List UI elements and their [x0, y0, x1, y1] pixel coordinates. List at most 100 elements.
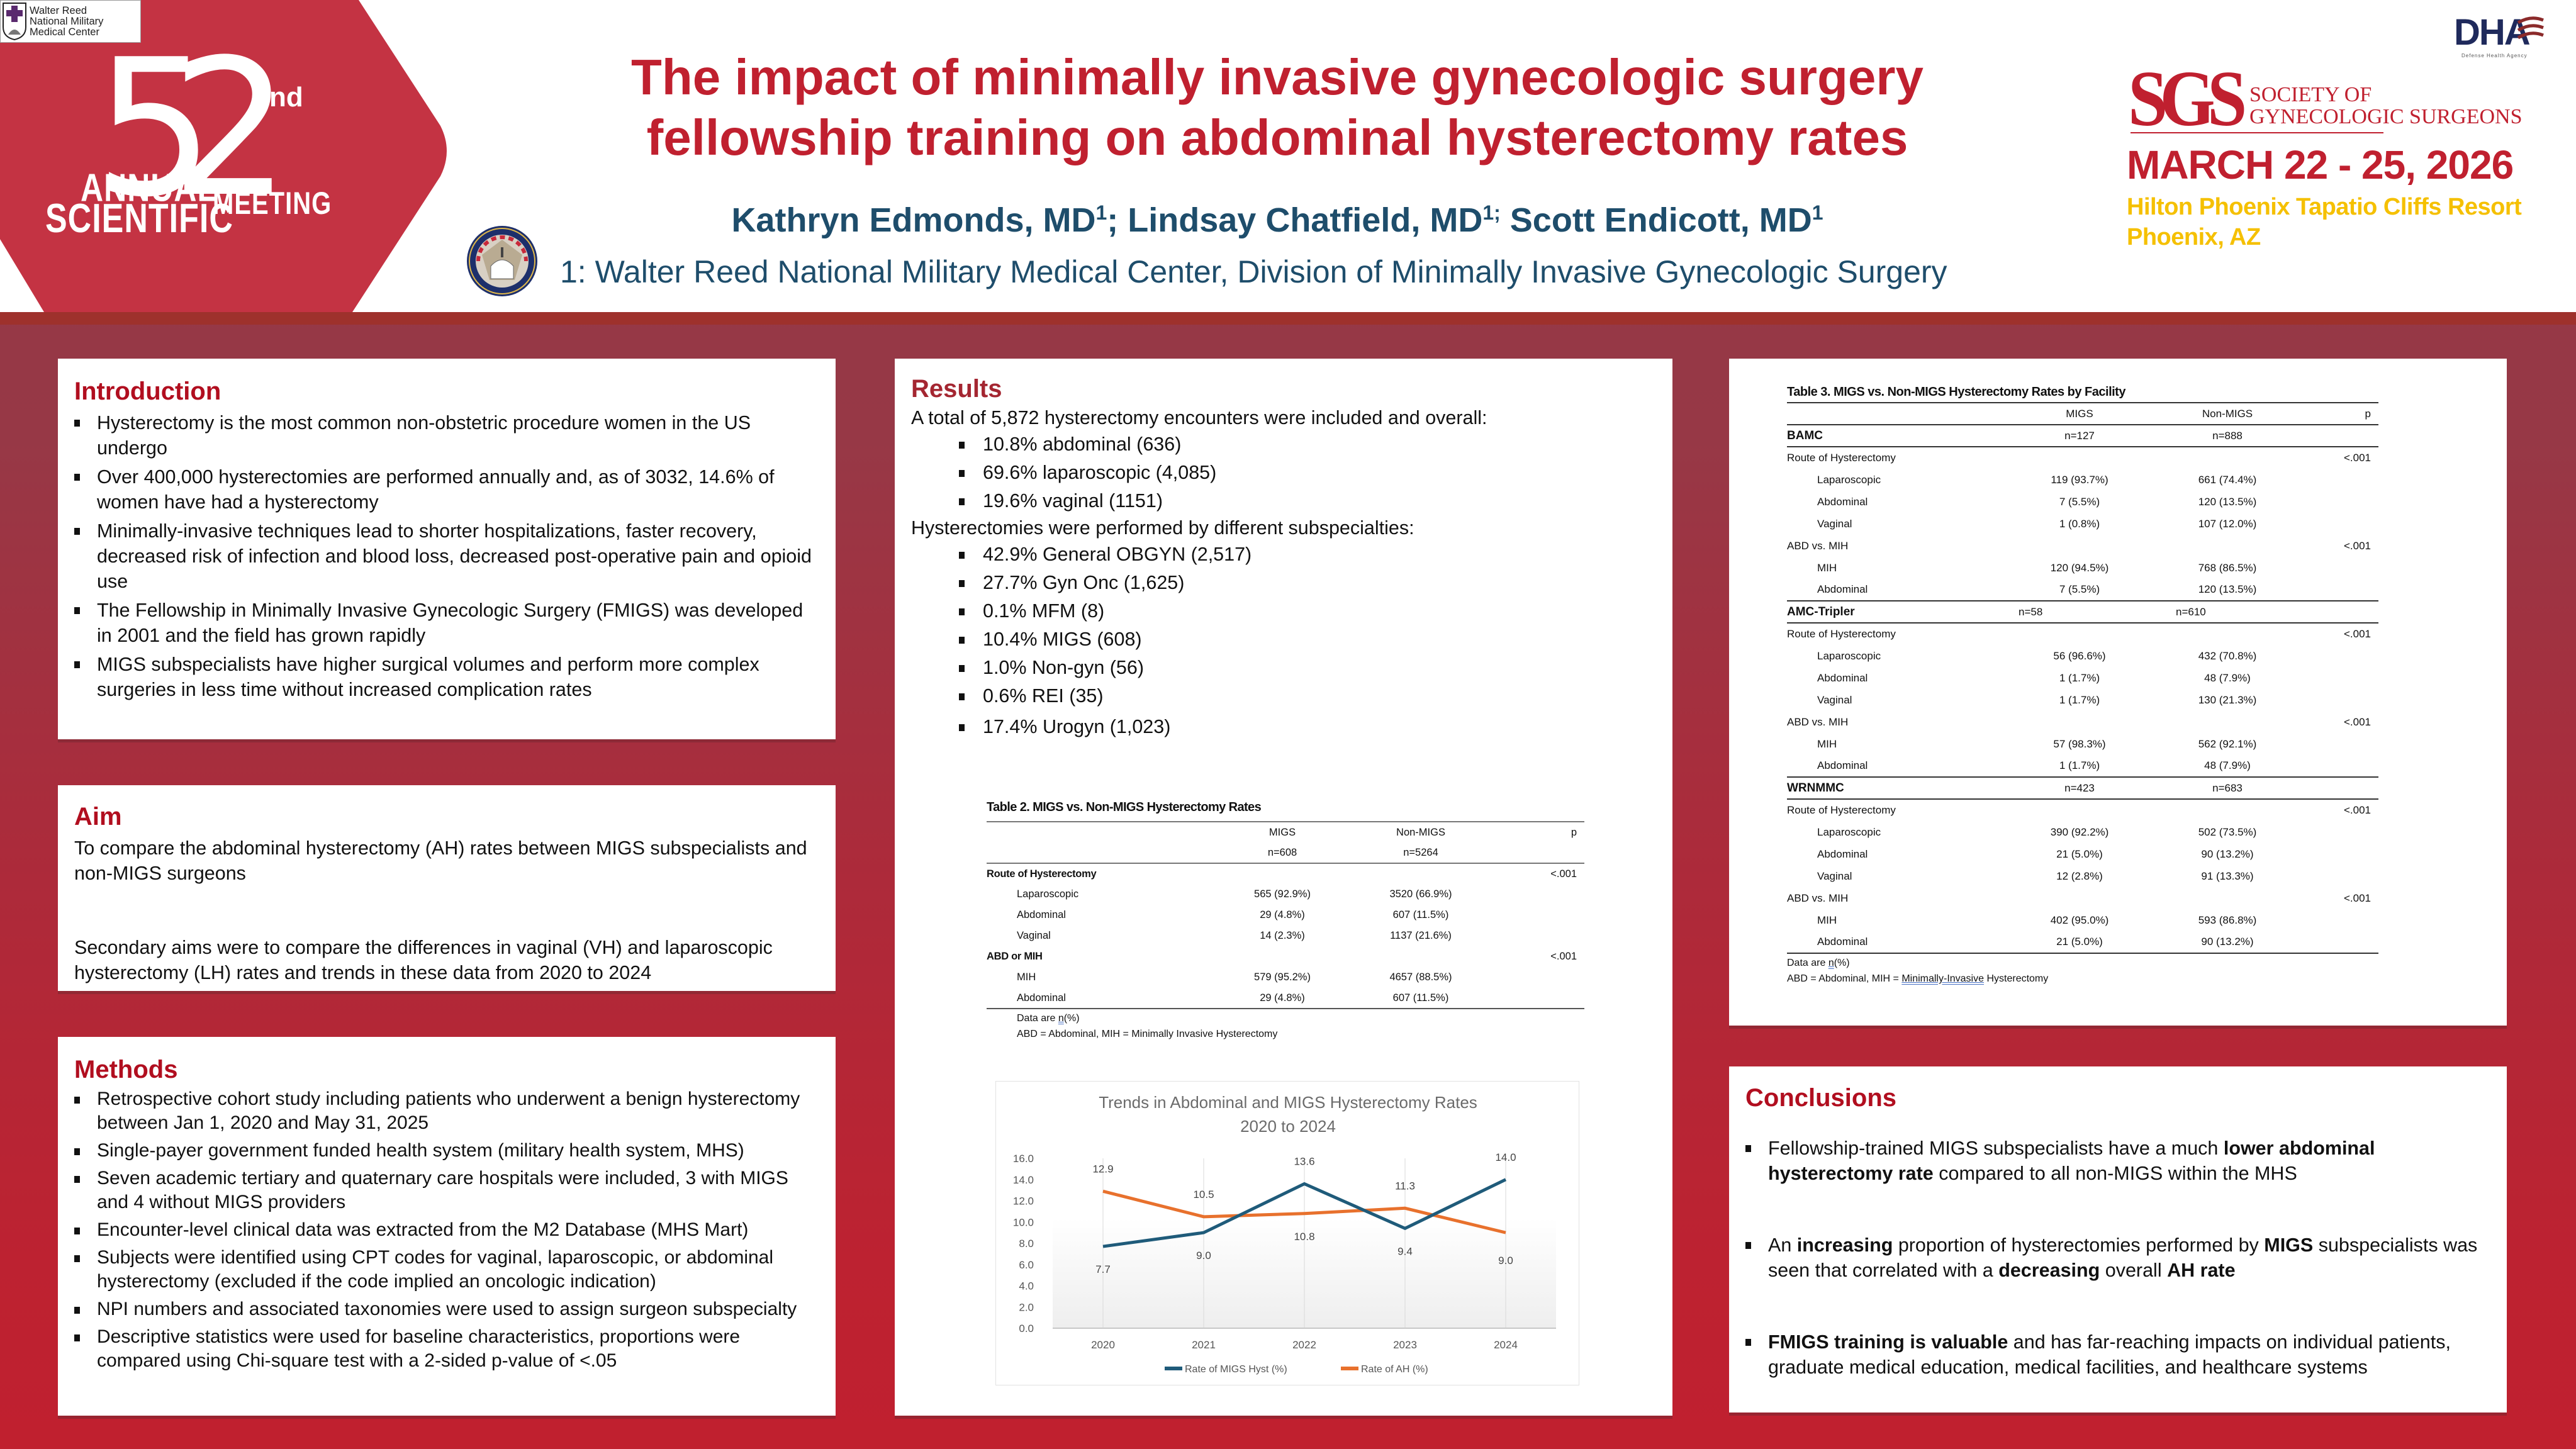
migs-value — [2001, 447, 2158, 469]
migs-value: 7 (5.5%) — [2059, 583, 2100, 595]
list-item: 19.6% vaginal (1151) — [959, 487, 1656, 515]
facility-header-row: AMC-Tripler n=58 n=610 — [1787, 601, 2378, 623]
non-migs-value: 48 (7.9%) — [2204, 759, 2251, 771]
p-value — [2297, 777, 2378, 799]
list-item: Single-payer government funded health sy… — [74, 1139, 819, 1163]
table-header-cell — [1787, 403, 2001, 425]
sgs-name-line1: SOCIETY OF — [2249, 83, 2372, 106]
aim-primary: To compare the abdominal hysterectomy (A… — [74, 837, 807, 884]
table-row: ABD vs. MIH <.001 — [1787, 535, 2378, 557]
p-value — [2297, 513, 2378, 535]
non-migs-value: 90 (13.2%) — [2201, 848, 2254, 860]
y-tick-label: 6.0 — [1019, 1259, 1034, 1271]
emphasis-text: MIGS — [2264, 1234, 2314, 1256]
list-item: NPI numbers and associated taxonomies we… — [74, 1297, 819, 1321]
x-tick-label: 2023 — [1393, 1339, 1417, 1351]
table-header-cell — [987, 822, 1213, 842]
table-header-row: MIGS Non-MIGS p — [987, 822, 1584, 842]
row-label: Abdominal — [1817, 759, 1868, 771]
legend-label-ah: Rate of AH (%) — [1361, 1364, 1428, 1375]
row-label: Route of Hysterectomy — [1787, 804, 1896, 816]
p-value — [2297, 843, 2378, 865]
table-row: MIH 402 (95.0%) 593 (86.8%) — [1787, 909, 2378, 931]
non-migs-value: 607 (11.5%) — [1392, 909, 1449, 920]
table-2: Table 2. MIGS vs. Non-MIGS Hysterectomy … — [987, 800, 1584, 1042]
emphasis-text: lower abdominal hysterectomy rate — [1768, 1138, 2375, 1184]
non-migs-value: 607 (11.5%) — [1392, 992, 1449, 1004]
migs-value — [1213, 946, 1352, 967]
row-label: Vaginal — [1817, 517, 1852, 530]
table-header-cell: p — [2365, 407, 2371, 420]
non-migs-value: 107 (12.0%) — [2198, 517, 2257, 530]
p-value — [2297, 667, 2378, 689]
y-tick-label: 2.0 — [1019, 1301, 1034, 1313]
facility-n-migs: n=58 — [2019, 605, 2043, 618]
table-row: Vaginal 14 (2.3%) 1137 (21.6%) — [987, 926, 1584, 946]
methods-list: Retrospective cohort study including pat… — [74, 1087, 819, 1373]
table-header-cell: MIGS — [1268, 826, 1296, 838]
list-item: Subjects were identified using CPT codes… — [74, 1246, 819, 1294]
list-item: 1.0% Non-gyn (56) — [959, 654, 1656, 682]
table-3: Table 3. MIGS vs. Non-MIGS Hysterectomy … — [1787, 385, 2378, 987]
dha-wordmark: DHA — [2454, 12, 2531, 53]
legend-label-migs: Rate of MIGS Hyst (%) — [1185, 1364, 1287, 1375]
table-row: ABD or MIH <.001 — [987, 946, 1584, 967]
row-label: Abdominal — [1817, 671, 1868, 684]
migs-value: 29 (4.8%) — [1260, 909, 1305, 920]
methods-panel: Methods Retrospective cohort study inclu… — [58, 1037, 836, 1416]
non-migs-value — [1352, 863, 1490, 884]
non-migs-value: 562 (92.1%) — [2198, 737, 2257, 750]
body-text: overall — [2100, 1260, 2168, 1281]
sgs-logo-mark: SGS — [2128, 55, 2247, 143]
row-label: Vaginal — [1817, 693, 1852, 706]
non-migs-value — [2158, 799, 2297, 821]
sgs-society-name: SOCIETY OF GYNECOLOGIC SURGEONS — [2249, 84, 2523, 128]
emphasis-text: FMIGS training is valuable — [1768, 1331, 2008, 1353]
route-list: 10.8% abdominal (636) 69.6% laparoscopic… — [959, 430, 1656, 515]
p-value: <.001 — [2343, 452, 2371, 464]
facility-name: AMC-Tripler — [1787, 605, 1855, 618]
conclusions-list: Fellowship-trained MIGS subspecialists h… — [1745, 1136, 2490, 1380]
table-row: Laparoscopic 390 (92.2%) 502 (73.5%) — [1787, 821, 2378, 843]
row-label: Abdominal — [1817, 583, 1868, 595]
poster-title: The impact of minimally invasive gynecol… — [453, 47, 2102, 168]
migs-value: 565 (92.9%) — [1254, 888, 1311, 900]
p-value: <.001 — [2343, 628, 2371, 640]
list-item: 0.6% REI (35) — [959, 682, 1656, 710]
migs-value — [1213, 863, 1352, 884]
non-migs-value: 120 (13.5%) — [2198, 495, 2257, 508]
table-row: MIH 579 (95.2%) 4657 (88.5%) — [987, 967, 1584, 988]
table-row: Vaginal 12 (2.8%) 91 (13.3%) — [1787, 865, 2378, 887]
table-row: Abdominal 29 (4.8%) 607 (11.5%) — [987, 905, 1584, 926]
table-2-grid: MIGS Non-MIGS p n=608 n=5264 Route of Hy… — [987, 821, 1584, 1009]
p-value: <.001 — [1550, 951, 1577, 962]
chart-canvas: Trends in Abdominal and MIGS Hysterectom… — [1013, 1093, 1556, 1375]
table-row: Abdominal 1 (1.7%) 48 (7.9%) — [1787, 755, 2378, 777]
migs-value: 12 (2.8%) — [2056, 870, 2103, 882]
list-item: MIGS subspecialists have higher surgical… — [74, 652, 819, 702]
table-row: Route of Hysterectomy <.001 — [987, 863, 1584, 884]
list-item: 10.4% MIGS (608) — [959, 625, 1656, 654]
row-label: Vaginal — [1017, 930, 1051, 941]
row-label: ABD vs. MIH — [1787, 539, 1849, 552]
dha-logo: DHA Defense Health Agency — [2454, 11, 2544, 59]
non-migs-value: 502 (73.5%) — [2198, 825, 2257, 838]
migs-value: 120 (94.5%) — [2050, 561, 2109, 574]
badge-hexagon-shape — [0, 0, 447, 312]
aim-panel: Aim To compare the abdominal hysterectom… — [58, 785, 836, 991]
introduction-panel: Introduction Hysterectomy is the most co… — [58, 359, 836, 739]
ah-data-label: 10.5 — [1193, 1189, 1214, 1200]
non-migs-value: 4657 (88.5%) — [1389, 971, 1452, 983]
y-tick-label: 10.0 — [1013, 1216, 1034, 1228]
p-value — [1490, 988, 1584, 1009]
migs-value — [2001, 799, 2158, 821]
table-row: Vaginal 1 (1.7%) 130 (21.3%) — [1787, 689, 2378, 711]
facility-header-row: WRNMMC n=423 n=683 — [1787, 777, 2378, 799]
p-value: <.001 — [1550, 868, 1577, 880]
chart-subtitle: 2020 to 2024 — [1240, 1117, 1336, 1136]
table-row: Laparoscopic 565 (92.9%) 3520 (66.9%) — [987, 884, 1584, 905]
p-value: <.001 — [2343, 892, 2371, 904]
list-item: 69.6% laparoscopic (4,085) — [959, 459, 1656, 487]
row-label: Route of Hysterectomy — [987, 868, 1097, 880]
migs-value: 402 (95.0%) — [2050, 914, 2109, 926]
